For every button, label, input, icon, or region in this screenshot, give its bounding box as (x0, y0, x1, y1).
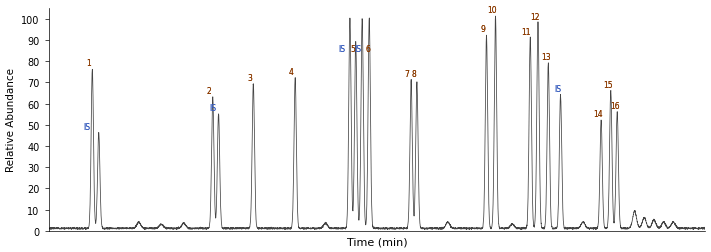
Text: 11: 11 (521, 27, 530, 37)
Text: 14: 14 (593, 110, 603, 119)
Text: 15: 15 (604, 80, 613, 89)
Text: 9: 9 (480, 25, 485, 34)
Text: 13: 13 (541, 53, 550, 62)
Text: IS: IS (84, 123, 91, 132)
Text: IS: IS (554, 85, 561, 93)
Text: IS: IS (354, 44, 361, 53)
Text: 16: 16 (610, 102, 619, 110)
Text: 4: 4 (289, 68, 294, 77)
Text: 14: 14 (593, 110, 603, 119)
Text: 12: 12 (530, 13, 540, 22)
Text: 1: 1 (86, 59, 91, 68)
Text: IS: IS (354, 44, 361, 53)
Text: 5: 5 (350, 44, 355, 53)
Text: 9: 9 (480, 25, 485, 34)
Text: 8: 8 (412, 70, 417, 79)
Text: 2: 2 (206, 87, 211, 96)
Text: 8: 8 (412, 70, 417, 79)
Text: 4: 4 (289, 68, 294, 77)
Text: 10: 10 (487, 6, 496, 15)
Text: IS: IS (84, 123, 91, 132)
Text: IS: IS (209, 104, 216, 113)
Text: 13: 13 (541, 53, 550, 62)
Text: IS: IS (554, 85, 561, 93)
Text: IS: IS (338, 44, 345, 53)
Text: IS: IS (209, 104, 216, 113)
Text: 16: 16 (610, 102, 619, 110)
Text: 1: 1 (86, 59, 91, 68)
Text: 15: 15 (604, 80, 613, 89)
Text: 7: 7 (405, 70, 410, 79)
Text: 6: 6 (365, 44, 370, 53)
X-axis label: Time (min): Time (min) (347, 237, 407, 246)
Text: 6: 6 (365, 44, 370, 53)
Text: 10: 10 (487, 6, 496, 15)
Text: 11: 11 (521, 27, 530, 37)
Text: 12: 12 (530, 13, 540, 22)
Text: 2: 2 (206, 87, 211, 96)
Text: IS: IS (338, 44, 345, 53)
Text: 7: 7 (405, 70, 410, 79)
Text: 5: 5 (350, 44, 355, 53)
Y-axis label: Relative Abundance: Relative Abundance (6, 68, 16, 172)
Text: 3: 3 (247, 74, 252, 83)
Text: 3: 3 (247, 74, 252, 83)
